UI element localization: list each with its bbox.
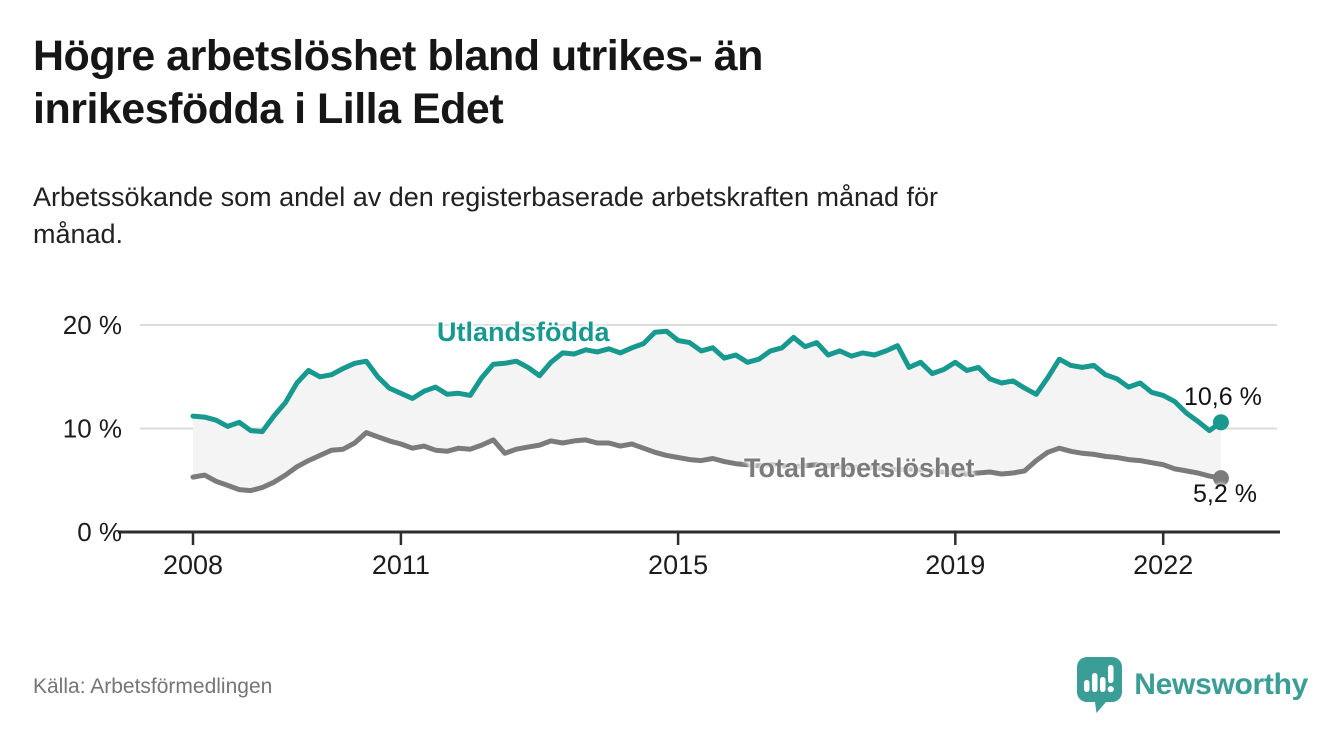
series-line-1 [190, 430, 1224, 494]
source-note: Källa: Arbetsförmedlingen [33, 675, 273, 698]
subtitle-line-1: Arbetssökande som andel av den registerb… [33, 182, 939, 212]
newsworthy-logo-text: Newsworthy [1134, 667, 1308, 701]
y-tick-label-20: 20 % [63, 310, 122, 340]
chart-subtitle: Arbetssökande som andel av den registerb… [33, 179, 1283, 253]
x-tick-label-2019: 2019 [925, 550, 985, 580]
series-line-0 [190, 328, 1224, 435]
y-tick-label-0: 0 % [77, 517, 122, 547]
series-end-dot-1 [1212, 470, 1229, 487]
series-label-utlandsfodda: Utlandsfödda [437, 317, 610, 347]
x-tick-label-2011: 2011 [372, 550, 430, 580]
title-line-2: inrikesfödda i Lilla Edet [33, 85, 504, 133]
x-tick-label-2015: 2015 [648, 550, 708, 580]
x-tick-label-2022: 2022 [1133, 550, 1193, 580]
end-value-total: 5,2 % [1193, 480, 1257, 508]
y-tick-label-10: 10 % [63, 414, 122, 444]
title-line-1: Högre arbetslöshet bland utrikes- än [33, 32, 763, 80]
newsworthy-logo: Newsworthy [1075, 656, 1308, 713]
logo-bar-1 [1084, 680, 1090, 692]
series-label-total: Total arbetslöshet [744, 453, 975, 483]
end-value-utlandsfodda: 10,6 % [1184, 383, 1262, 411]
logo-bar-2 [1092, 673, 1098, 692]
logo-exclamation-dot [1107, 686, 1115, 693]
logo-bubble-shape [1077, 657, 1123, 713]
subtitle-line-2: månad. [33, 219, 124, 249]
line-chart: 2008 2011 2015 2019 2022 0 % 10 % 20 % Utlandsf… [0, 290, 1340, 595]
x-tick-label-2008: 2008 [163, 550, 223, 580]
page-title: Högre arbetslöshet bland utrikes- än inr… [33, 30, 1233, 136]
logo-bar-3 [1100, 677, 1106, 692]
newsworthy-logo-icon [1077, 657, 1123, 713]
chart-svg: 2008 2011 2015 2019 2022 0 % 10 % 20 % [63, 310, 1280, 580]
series-end-dot-0 [1212, 414, 1229, 431]
series-gap-band [193, 331, 1221, 491]
logo-exclamation-bar [1108, 665, 1114, 683]
